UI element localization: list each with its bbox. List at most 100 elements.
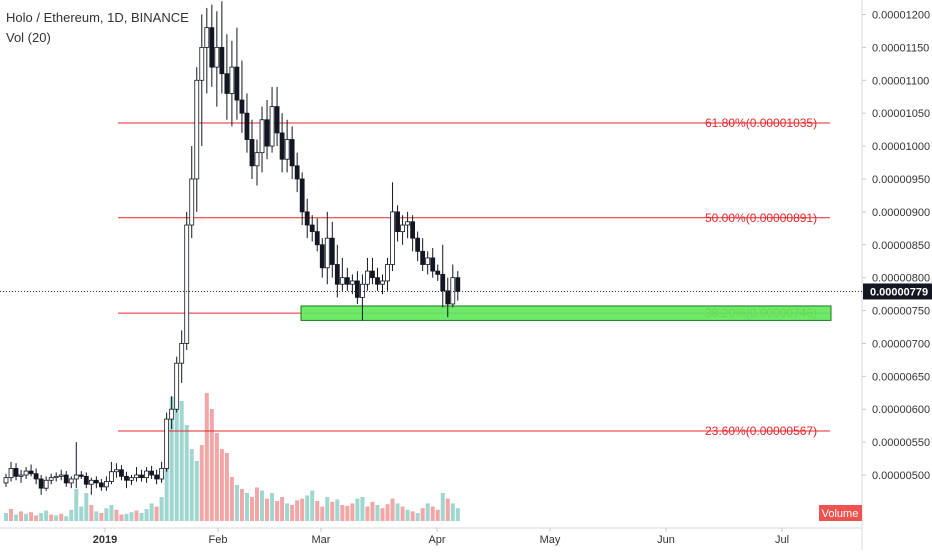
candle-body[interactable] bbox=[109, 471, 114, 483]
candle-body[interactable] bbox=[329, 237, 335, 265]
candle-body[interactable] bbox=[455, 277, 461, 292]
candle-body[interactable] bbox=[244, 112, 250, 140]
candle-body[interactable] bbox=[289, 139, 295, 167]
candle-body[interactable] bbox=[365, 270, 370, 285]
y-tick-label: 0.00001000 bbox=[872, 141, 930, 153]
candle-body[interactable] bbox=[134, 474, 139, 479]
candle-body[interactable] bbox=[179, 343, 185, 364]
candle-body[interactable] bbox=[395, 211, 400, 233]
volume-bar bbox=[305, 495, 310, 521]
candle-body[interactable] bbox=[204, 27, 210, 48]
candle-body[interactable] bbox=[38, 478, 44, 489]
candle-body[interactable] bbox=[440, 273, 446, 292]
candle-body[interactable] bbox=[400, 224, 405, 233]
candle-body[interactable] bbox=[93, 479, 99, 484]
candle-body[interactable] bbox=[154, 474, 160, 480]
candle-body[interactable] bbox=[264, 119, 270, 147]
candle-body[interactable] bbox=[78, 474, 84, 477]
candle-body[interactable] bbox=[274, 106, 280, 134]
candle-body[interactable] bbox=[43, 479, 49, 489]
candle-body[interactable] bbox=[28, 470, 34, 475]
candle-body[interactable] bbox=[164, 418, 170, 469]
candle-body[interactable] bbox=[184, 224, 190, 344]
x-axis[interactable]: 2019 Feb Mar Apr May Jun Jul bbox=[93, 528, 789, 546]
candle-body[interactable] bbox=[68, 478, 74, 484]
candle-body[interactable] bbox=[319, 244, 325, 269]
candle-body[interactable] bbox=[159, 468, 165, 480]
candle-body[interactable] bbox=[380, 280, 385, 285]
candle-body[interactable] bbox=[73, 474, 79, 480]
candle-body[interactable] bbox=[420, 250, 426, 265]
candle-body[interactable] bbox=[385, 264, 390, 282]
candle-body[interactable] bbox=[114, 469, 119, 473]
candle-body[interactable] bbox=[314, 231, 320, 246]
candle-body[interactable] bbox=[269, 106, 275, 147]
candle-body[interactable] bbox=[174, 362, 180, 410]
candle-body[interactable] bbox=[249, 139, 255, 167]
candle-body[interactable] bbox=[129, 477, 134, 481]
candle-body[interactable] bbox=[209, 27, 215, 68]
candle-body[interactable] bbox=[354, 280, 360, 298]
candle-body[interactable] bbox=[344, 277, 350, 285]
candle-body[interactable] bbox=[18, 474, 24, 477]
candle-body[interactable] bbox=[299, 178, 305, 213]
candle-body[interactable] bbox=[370, 270, 375, 279]
candle-body[interactable] bbox=[450, 277, 456, 305]
symbol-title[interactable]: Holo / Ethereum, 1D, BINANCE bbox=[6, 10, 189, 25]
candle-body[interactable] bbox=[229, 66, 235, 94]
candle-body[interactable] bbox=[425, 257, 431, 265]
candle-body[interactable] bbox=[124, 475, 129, 481]
candle-body[interactable] bbox=[339, 277, 345, 285]
candle-body[interactable] bbox=[360, 283, 365, 298]
candle-body[interactable] bbox=[334, 264, 340, 285]
candle-body[interactable] bbox=[309, 224, 315, 233]
candle-body[interactable] bbox=[284, 139, 290, 160]
candle-body[interactable] bbox=[169, 408, 175, 420]
candle-body[interactable] bbox=[119, 469, 124, 477]
candle-body[interactable] bbox=[430, 257, 436, 272]
candle-body[interactable] bbox=[48, 477, 54, 481]
candle-body[interactable] bbox=[98, 482, 104, 488]
candle-body[interactable] bbox=[13, 468, 19, 477]
candle-body[interactable] bbox=[83, 475, 89, 485]
candle-body[interactable] bbox=[199, 46, 205, 81]
y-axis[interactable]: 0.00001200 0.00001150 0.00001100 0.00001050… bbox=[862, 10, 930, 483]
candle-body[interactable] bbox=[88, 479, 94, 485]
candle-body[interactable] bbox=[63, 474, 69, 484]
candle-body[interactable] bbox=[194, 79, 200, 180]
candle-body[interactable] bbox=[294, 165, 300, 180]
candle-body[interactable] bbox=[189, 178, 195, 226]
candle-body[interactable] bbox=[8, 468, 14, 479]
candle-body[interactable] bbox=[219, 46, 225, 75]
candle-body[interactable] bbox=[104, 481, 109, 488]
candle-body[interactable] bbox=[410, 221, 416, 239]
candle-body[interactable] bbox=[3, 477, 9, 484]
candle-body[interactable] bbox=[349, 280, 355, 285]
candle-body[interactable] bbox=[58, 474, 64, 477]
candle-body[interactable] bbox=[435, 270, 441, 275]
candle-body[interactable] bbox=[214, 46, 220, 68]
candle-body[interactable] bbox=[279, 132, 285, 160]
candle-body[interactable] bbox=[390, 211, 395, 265]
candle-body[interactable] bbox=[375, 277, 380, 285]
candle-body[interactable] bbox=[239, 99, 245, 114]
candle-body[interactable] bbox=[139, 474, 144, 479]
support-zone-box[interactable] bbox=[300, 305, 832, 321]
candle-body[interactable] bbox=[149, 470, 154, 476]
candle-body[interactable] bbox=[254, 152, 260, 167]
candle-body[interactable] bbox=[53, 475, 59, 479]
candle-body[interactable] bbox=[415, 237, 421, 252]
candle-body[interactable] bbox=[23, 470, 29, 476]
candle-body[interactable] bbox=[304, 211, 310, 226]
candle-body[interactable] bbox=[224, 73, 230, 94]
volume-indicator-title[interactable]: Vol (20) bbox=[6, 30, 51, 45]
candle-body[interactable] bbox=[33, 473, 39, 480]
candle-body[interactable] bbox=[259, 119, 265, 154]
candle-body[interactable] bbox=[234, 66, 240, 101]
candle-body[interactable] bbox=[324, 237, 330, 269]
candle-body[interactable] bbox=[445, 290, 451, 305]
candle-body[interactable] bbox=[144, 470, 149, 479]
candle-body[interactable] bbox=[405, 221, 411, 226]
